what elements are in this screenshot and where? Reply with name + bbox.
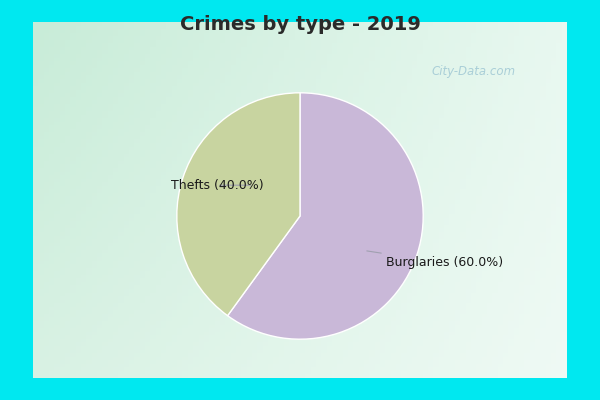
Text: Burglaries (60.0%): Burglaries (60.0%) bbox=[367, 251, 503, 269]
Text: City-Data.com: City-Data.com bbox=[432, 66, 516, 78]
Wedge shape bbox=[177, 93, 300, 316]
Text: Thefts (40.0%): Thefts (40.0%) bbox=[170, 179, 263, 192]
Wedge shape bbox=[227, 93, 423, 339]
Text: Crimes by type - 2019: Crimes by type - 2019 bbox=[179, 14, 421, 34]
